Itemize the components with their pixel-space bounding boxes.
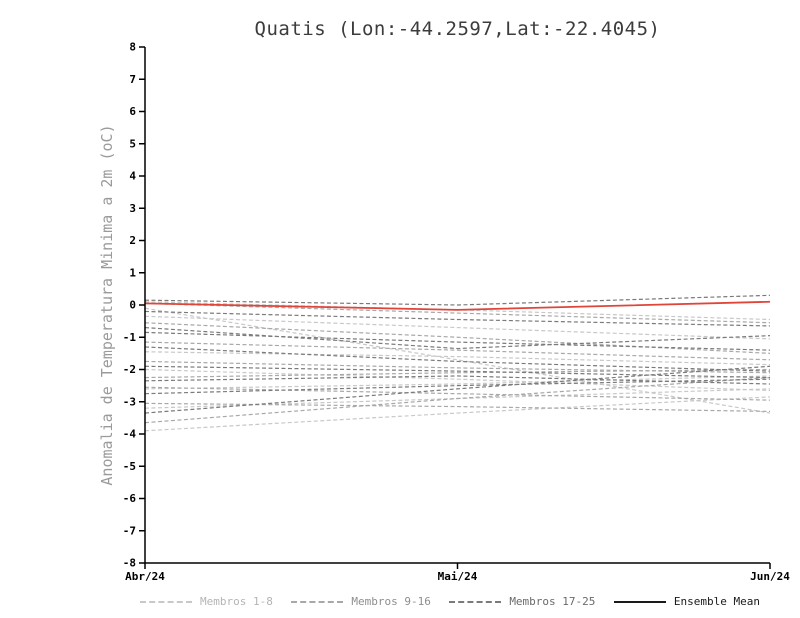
x-tick-label: Mai/24 xyxy=(438,570,478,583)
y-tick-label: -3 xyxy=(123,395,136,408)
member-line xyxy=(144,402,771,413)
y-tick-label: -5 xyxy=(123,460,136,473)
y-tick-label: -6 xyxy=(123,492,137,505)
member-line xyxy=(144,331,771,351)
legend-label: Membros 1-8 xyxy=(200,595,273,608)
chart-legend: Membros 1-8 Membros 9-16 Membros 17-25 Ense… xyxy=(140,595,760,608)
member-line xyxy=(144,376,771,424)
y-tick-label: -1 xyxy=(123,331,137,344)
member-line xyxy=(144,294,771,306)
y-tick-label: 4 xyxy=(129,170,136,183)
member-line xyxy=(144,386,771,401)
member-line xyxy=(144,307,771,414)
legend-line-sample xyxy=(140,600,192,603)
member-line xyxy=(144,378,771,395)
member-line xyxy=(144,351,771,366)
member-line xyxy=(144,341,771,361)
y-tick-label: 6 xyxy=(129,105,136,118)
legend-item: Ensemble Mean xyxy=(613,595,760,608)
member-line xyxy=(144,310,771,327)
member-line xyxy=(144,396,771,432)
member-line xyxy=(144,365,771,379)
member-line xyxy=(144,346,771,372)
member-line xyxy=(144,302,771,324)
y-tick-label: -4 xyxy=(123,428,137,441)
legend-item: Membros 17-25 xyxy=(449,595,595,608)
member-line xyxy=(144,315,771,340)
y-tick-label: 3 xyxy=(129,202,136,215)
y-tick-label: 2 xyxy=(129,234,136,247)
legend-label: Membros 9-16 xyxy=(351,595,431,608)
ensemble-mean-line xyxy=(144,300,771,311)
chart-title: Quatis (Lon:-44.2597,Lat:-22.4045) xyxy=(254,18,661,40)
y-tick-label: 1 xyxy=(129,266,136,279)
member-line xyxy=(144,368,771,379)
y-tick-label: 8 xyxy=(129,41,136,54)
y-tick-label: 7 xyxy=(129,73,136,86)
y-tick-label: -2 xyxy=(123,363,136,376)
legend-line-sample xyxy=(449,600,502,603)
member-line xyxy=(144,375,771,385)
legend-line-sample xyxy=(291,600,344,603)
legend-label: Ensemble Mean xyxy=(673,595,760,608)
member-line xyxy=(144,368,771,392)
y-tick-label: 0 xyxy=(129,299,136,312)
member-line xyxy=(144,326,771,350)
y-tick-label: -8 xyxy=(123,557,136,570)
y-axis-label: Anomalia de Temperatura Minima a 2m (oC) xyxy=(98,124,116,486)
legend-label: Membros 17-25 xyxy=(509,595,596,608)
legend-line-sample xyxy=(613,600,666,603)
member-line xyxy=(144,375,771,390)
legend-item: Membros 1-8 xyxy=(140,595,273,608)
x-tick-label: Jun/24 xyxy=(750,570,790,583)
member-line xyxy=(144,365,771,414)
x-tick-label: Abr/24 xyxy=(125,570,165,583)
y-tick-label: 5 xyxy=(129,137,136,150)
y-tick-label: -7 xyxy=(123,524,136,537)
legend-item: Membros 9-16 xyxy=(291,595,431,608)
